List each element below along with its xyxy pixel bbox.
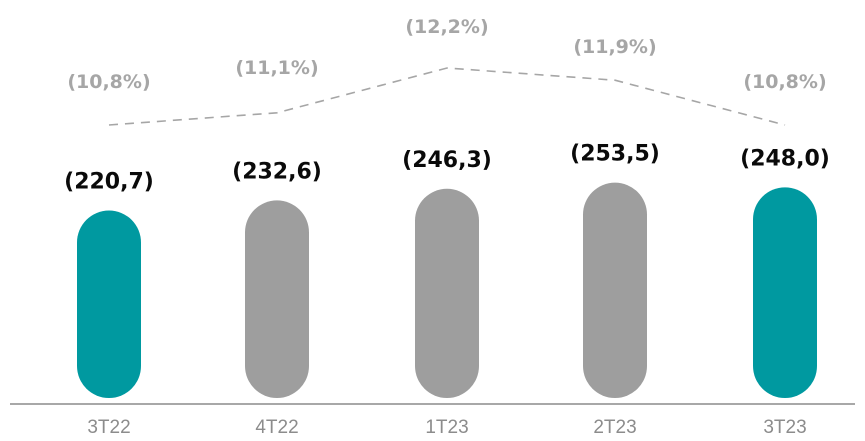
pct-label-3t23: (10,8%) bbox=[743, 71, 826, 93]
trend-line-layer bbox=[109, 68, 785, 125]
x-tick-label-2t23: 2T23 bbox=[593, 417, 636, 438]
bar-1t23 bbox=[415, 189, 479, 398]
bar-4t22 bbox=[245, 200, 309, 398]
pct-label-1t23: (12,2%) bbox=[405, 16, 488, 38]
pct-label-3t22: (10,8%) bbox=[67, 71, 150, 93]
x-tick-label-4t22: 4T22 bbox=[255, 417, 298, 438]
bar-value-label-3t22: (220,7) bbox=[64, 170, 154, 195]
bar-value-label-3t23: (248,0) bbox=[740, 146, 830, 171]
bars-layer bbox=[77, 183, 817, 398]
bar-3t23 bbox=[753, 187, 817, 398]
x-tick-label-1t23: 1T23 bbox=[425, 417, 468, 438]
bar-value-label-4t22: (232,6) bbox=[232, 159, 322, 184]
pct-label-4t22: (11,1%) bbox=[235, 57, 318, 79]
pct-label-2t23: (11,9%) bbox=[573, 36, 656, 58]
bar-value-label-2t23: (253,5) bbox=[570, 142, 660, 167]
bar-value-label-1t23: (246,3) bbox=[402, 148, 492, 173]
x-tick-label-3t23: 3T23 bbox=[763, 417, 806, 438]
x-tick-label-3t22: 3T22 bbox=[87, 417, 130, 438]
bar-3t22 bbox=[77, 211, 141, 398]
margin-trend-line bbox=[109, 68, 785, 125]
bar-2t23 bbox=[583, 183, 647, 398]
